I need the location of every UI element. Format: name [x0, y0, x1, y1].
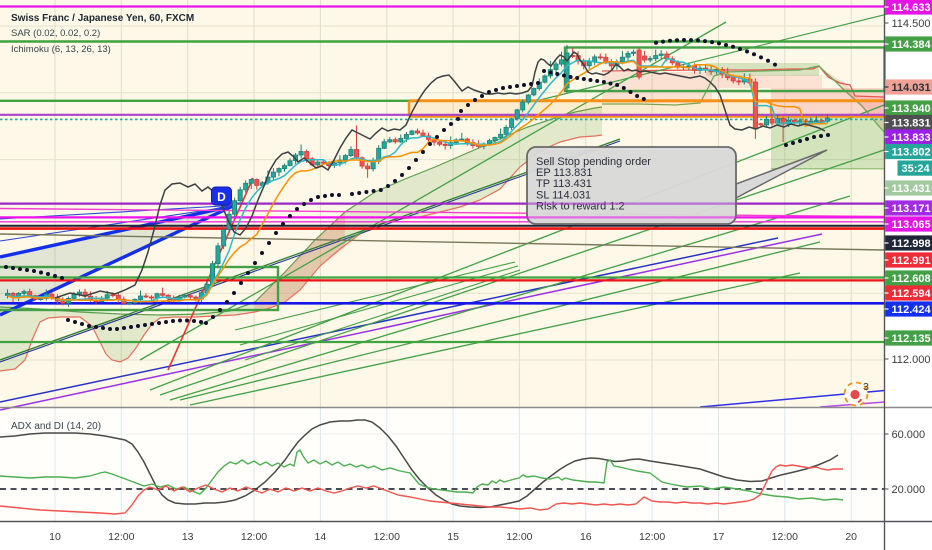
svg-text:113.802: 113.802	[892, 147, 931, 159]
svg-text:114.384: 114.384	[892, 39, 932, 51]
svg-text:113.171: 113.171	[892, 203, 931, 215]
svg-text:12:00: 12:00	[108, 531, 134, 543]
svg-text:20.000: 20.000	[892, 484, 926, 496]
svg-text:35:24: 35:24	[902, 163, 931, 175]
svg-text:Ichimoku (6, 13, 26, 13): Ichimoku (6, 13, 26, 13)	[11, 44, 111, 55]
svg-text:112.998: 112.998	[892, 238, 931, 250]
svg-text:114.500: 114.500	[892, 18, 931, 30]
svg-text:13: 13	[182, 531, 194, 543]
svg-text:112.424: 112.424	[892, 304, 932, 316]
svg-text:113.431: 113.431	[892, 183, 931, 195]
svg-text:12:00: 12:00	[506, 531, 532, 543]
svg-text:12:00: 12:00	[241, 531, 267, 543]
svg-text:114.633: 114.633	[892, 2, 931, 14]
svg-text:12:00: 12:00	[639, 531, 665, 543]
svg-text:D: D	[217, 190, 226, 204]
svg-text:14: 14	[315, 531, 327, 543]
svg-text:113.833: 113.833	[892, 132, 931, 144]
svg-text:3: 3	[863, 381, 869, 393]
svg-text:113.831: 113.831	[892, 118, 931, 130]
svg-text:60.000: 60.000	[892, 429, 926, 441]
svg-text:Sell Stop pending order: Sell Stop pending order	[536, 156, 651, 168]
svg-text:Swiss Franc / Japanese Yen, 60: Swiss Franc / Japanese Yen, 60, FXCM	[11, 13, 194, 24]
svg-text:112.594: 112.594	[892, 288, 932, 300]
svg-text:113.940: 113.940	[892, 103, 931, 115]
svg-text:113.065: 113.065	[892, 219, 931, 231]
svg-text:TP 113.431: TP 113.431	[536, 178, 592, 190]
svg-text:12:00: 12:00	[374, 531, 400, 543]
svg-text:112.135: 112.135	[892, 333, 931, 345]
svg-text:16: 16	[580, 531, 592, 543]
svg-text:15: 15	[447, 531, 459, 543]
svg-text:Risk to reward 1:2: Risk to reward 1:2	[536, 201, 625, 213]
svg-text:12:00: 12:00	[772, 531, 798, 543]
svg-text:SL 114.031: SL 114.031	[536, 189, 591, 201]
svg-text:10: 10	[49, 531, 61, 543]
svg-text:ADX and DI (14, 20): ADX and DI (14, 20)	[11, 421, 101, 432]
svg-text:112.991: 112.991	[892, 255, 931, 267]
svg-text:112.608: 112.608	[892, 273, 931, 285]
svg-text:SAR (0.02, 0.02, 0.2): SAR (0.02, 0.02, 0.2)	[11, 28, 100, 39]
svg-text:20: 20	[845, 531, 857, 543]
svg-text:17: 17	[713, 531, 725, 543]
svg-text:114.031: 114.031	[892, 82, 931, 94]
svg-text:EP 113.831: EP 113.831	[536, 167, 592, 179]
svg-text:112.000: 112.000	[892, 354, 931, 366]
